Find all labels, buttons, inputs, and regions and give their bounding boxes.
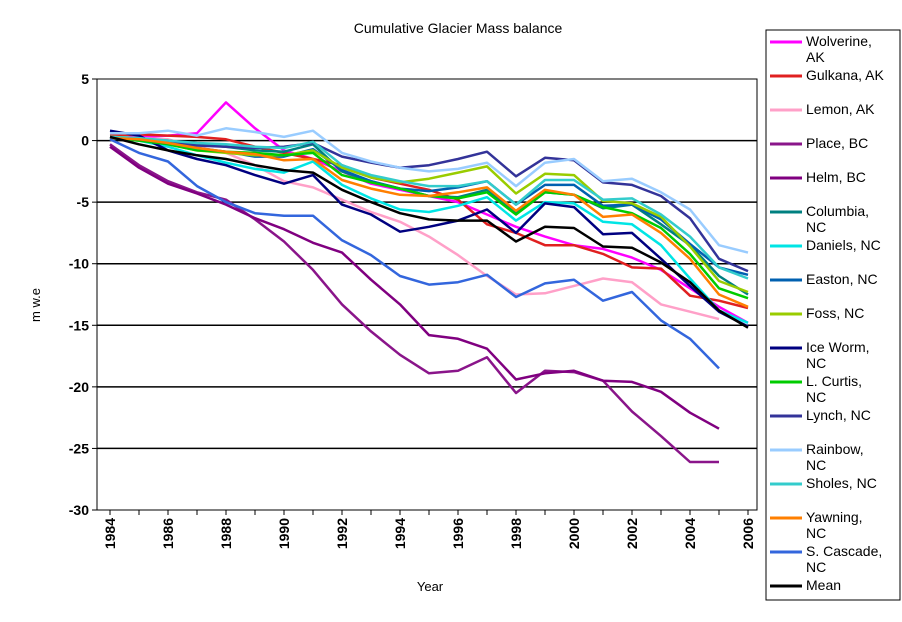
series-line-lynch-nc [109, 136, 749, 273]
legend-label: Easton, NC [806, 271, 878, 287]
x-tick-label: 1994 [392, 518, 408, 549]
legend-label: Sholes, NC [806, 475, 877, 491]
legend-label: Daniels, NC [806, 237, 881, 253]
x-tick-label: 2004 [682, 518, 698, 549]
series-line-rainbow-nc [110, 127, 749, 254]
legend-label: Columbia, [806, 203, 869, 219]
y-axis-label: m w.e [28, 288, 43, 322]
legend-label: Rainbow, [806, 441, 864, 457]
x-tick-label: 1986 [160, 518, 176, 549]
legend-label: Foss, NC [806, 305, 864, 321]
x-tick-label: 1998 [508, 518, 524, 549]
series-line-gulkana-ak [109, 133, 749, 310]
series-line-yawning-nc [109, 136, 749, 308]
legend: Wolverine,AK Gulkana, AK Lemon, AK Place, B… [765, 29, 901, 601]
series-line-place-bc [109, 143, 719, 464]
x-tick-label: 2000 [566, 518, 582, 549]
x-tick-label: 2002 [624, 518, 640, 549]
series-line-helm-bc [109, 145, 720, 430]
legend-label: Gulkana, AK [806, 67, 884, 83]
legend-label: Ice Worm, [806, 339, 870, 355]
legend-label: NC [806, 389, 826, 405]
chart-title: Cumulative Glacier Mass balance [354, 20, 563, 36]
series-line-daniels-nc [109, 136, 749, 324]
legend-label: L. Curtis, [806, 373, 862, 389]
x-tick-label: 2006 [740, 518, 756, 549]
x-tick-label: 1984 [102, 518, 118, 549]
x-tick-label: 1996 [450, 518, 466, 549]
legend-label: AK [806, 49, 825, 65]
series-group [109, 101, 749, 464]
y-tick-label: -30 [69, 502, 89, 518]
legend-label: NC [806, 559, 826, 575]
legend-label: NC [806, 457, 826, 473]
series-line-mean [109, 135, 749, 329]
legend-label: Lynch, NC [806, 407, 871, 423]
y-tick-label: -10 [69, 256, 89, 272]
series-line-s-cascade-nc [109, 138, 720, 370]
y-tick-label: 5 [81, 71, 89, 87]
series-line-ice-worm-nc [109, 129, 749, 328]
legend-label: Wolverine, [806, 33, 872, 49]
legend-label: S. Cascade, [806, 543, 882, 559]
x-tick-label: 1988 [218, 518, 234, 549]
y-tick-label: -5 [77, 194, 90, 210]
legend-label: Yawning, [806, 509, 863, 525]
y-tick-label: -25 [69, 440, 89, 456]
gridlines [97, 139, 757, 450]
legend-label: Place, BC [806, 135, 868, 151]
y-tick-label: -20 [69, 379, 89, 395]
legend-label: Helm, BC [806, 169, 866, 185]
x-tick-label: 1990 [276, 518, 292, 549]
legend-label: NC [806, 525, 826, 541]
legend-label: NC [806, 219, 826, 235]
x-tick-label: 1992 [334, 518, 350, 549]
axes: 5 0 -5 -10 -15 -20 -25 -30 1984 1986 1988 1990 1992 1… [69, 71, 758, 549]
legend-label: Mean [806, 577, 841, 593]
legend-label: NC [806, 355, 826, 371]
y-tick-label: 0 [81, 133, 89, 149]
series-line-sholes-nc [109, 135, 749, 280]
plot-frame [96, 78, 758, 511]
legend-label: Lemon, AK [806, 101, 875, 117]
y-tick-label: -15 [69, 317, 89, 333]
x-axis-label: Year [417, 579, 444, 594]
